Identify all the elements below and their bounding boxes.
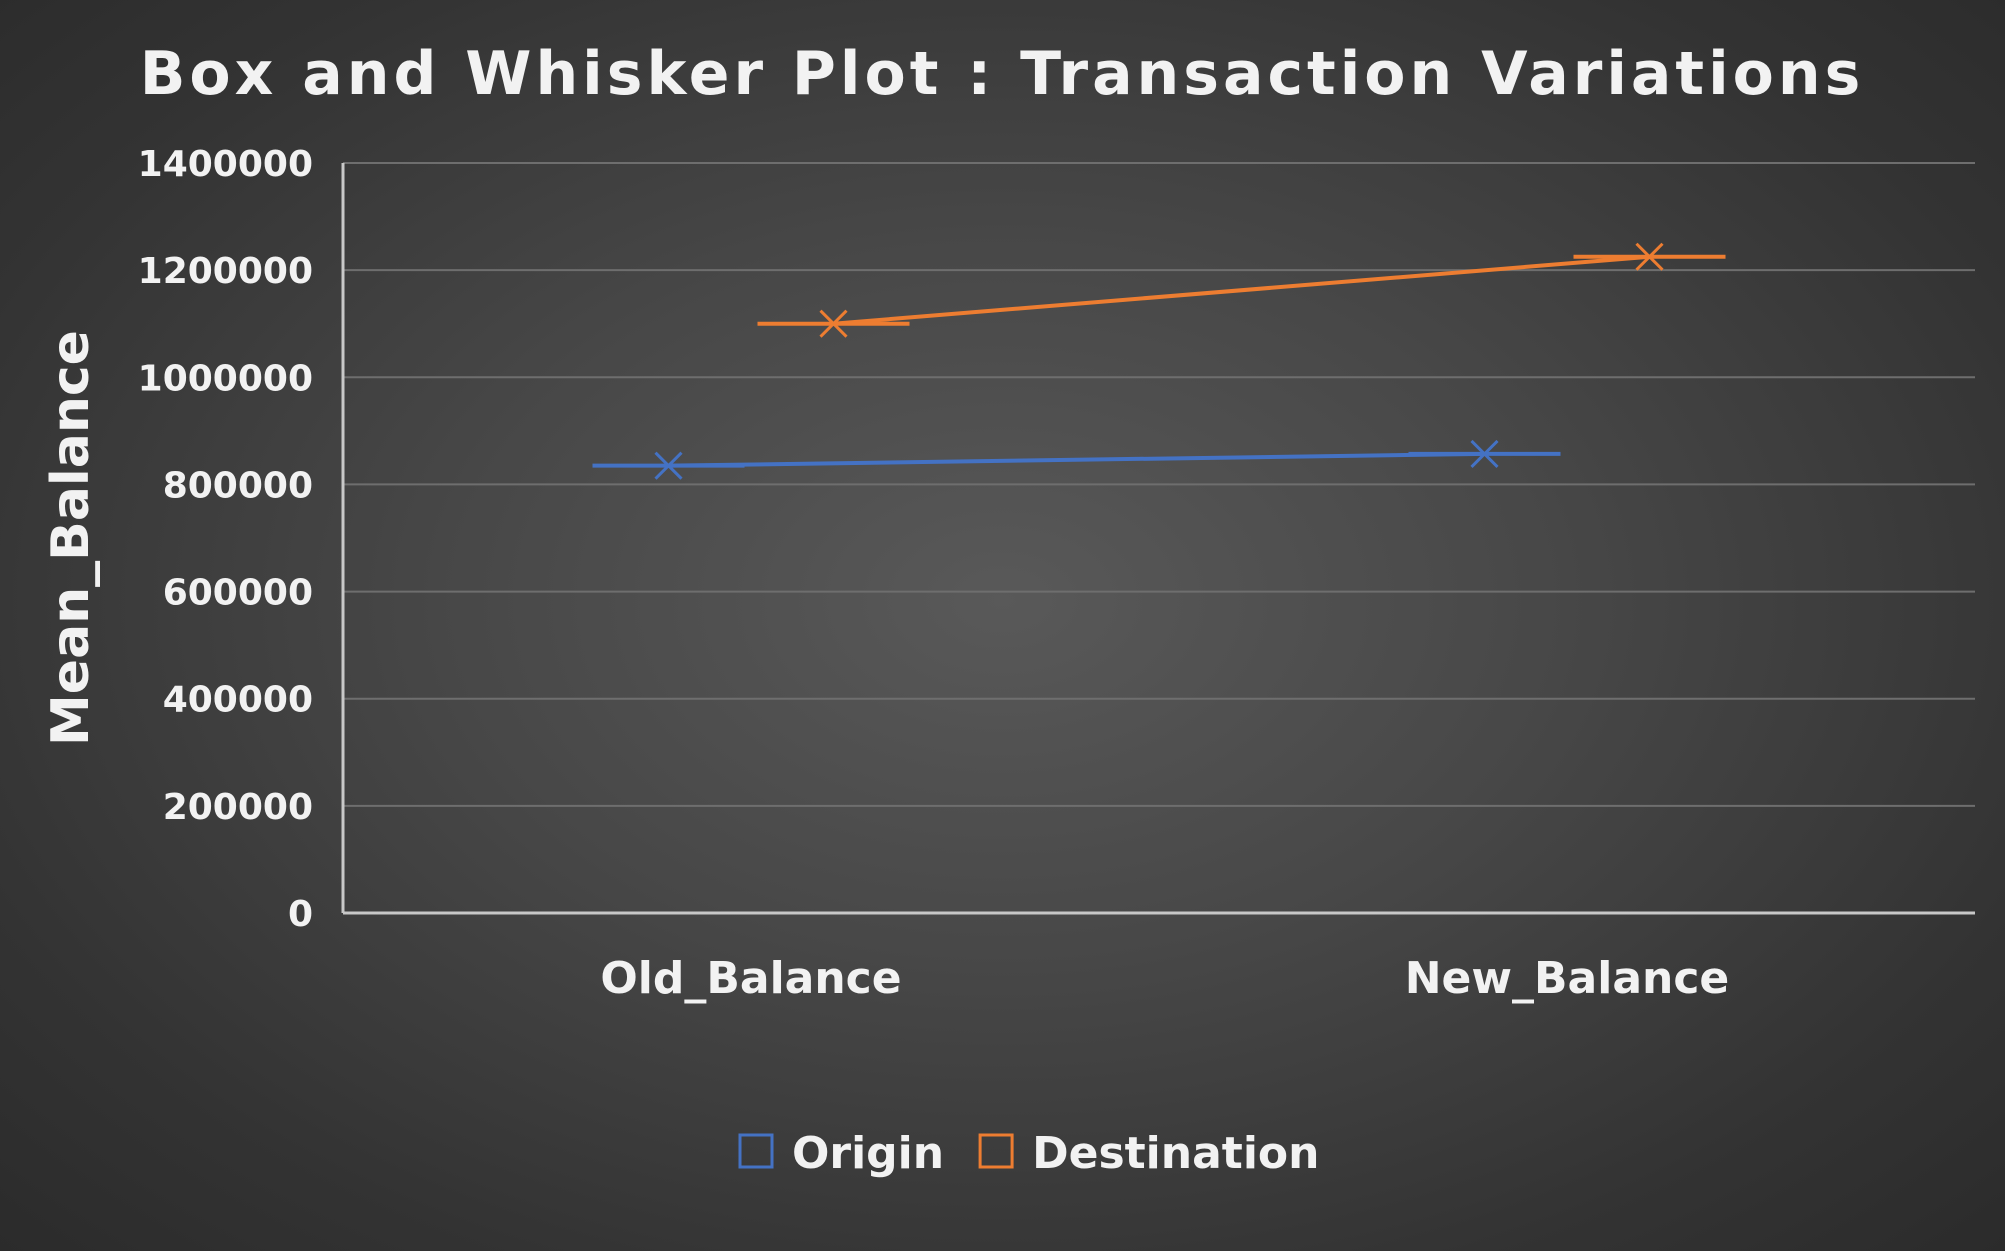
y-tick-label: 600000 bbox=[163, 573, 313, 614]
series-layer bbox=[592, 242, 1726, 480]
y-tick-label: 200000 bbox=[163, 787, 313, 828]
legend-swatch bbox=[978, 1133, 1014, 1169]
x-tick-label: Old_Balance bbox=[600, 953, 901, 1004]
legend-label: Destination bbox=[1032, 1128, 1319, 1179]
series-origin bbox=[592, 439, 1561, 480]
mean-line bbox=[668, 451, 1485, 468]
legend: Origin Destination bbox=[738, 1128, 1319, 1179]
y-tick-label: 800000 bbox=[163, 465, 313, 506]
x-tick-label: New_Balance bbox=[1405, 953, 1730, 1004]
y-axis-label: Mean_Balance bbox=[41, 330, 101, 746]
x-tick-labels: Old_Balance New_Balance bbox=[600, 953, 1729, 1004]
legend-item-destination: Destination bbox=[978, 1128, 1319, 1179]
mean-marker bbox=[819, 309, 848, 338]
mean-line bbox=[833, 254, 1650, 326]
y-tick-label: 1400000 bbox=[138, 144, 313, 185]
series-destination bbox=[757, 242, 1726, 338]
y-tick-label: 0 bbox=[288, 894, 313, 935]
y-tick-labels: 0 200000 400000 600000 800000 1000000 1200000 1… bbox=[138, 144, 313, 935]
y-tick-label: 400000 bbox=[163, 680, 313, 721]
mean-marker bbox=[654, 451, 683, 480]
chart-title: Box and Whisker Plot : Transaction Varia… bbox=[140, 39, 1865, 109]
gridlines bbox=[343, 162, 1975, 807]
y-tick-label: 1000000 bbox=[138, 358, 313, 399]
mean-marker bbox=[1635, 242, 1664, 271]
legend-label: Origin bbox=[792, 1128, 944, 1179]
legend-item-origin: Origin bbox=[738, 1128, 944, 1179]
y-tick-label: 1200000 bbox=[138, 251, 313, 292]
mean-marker bbox=[1470, 439, 1499, 468]
legend-swatch bbox=[738, 1133, 774, 1169]
